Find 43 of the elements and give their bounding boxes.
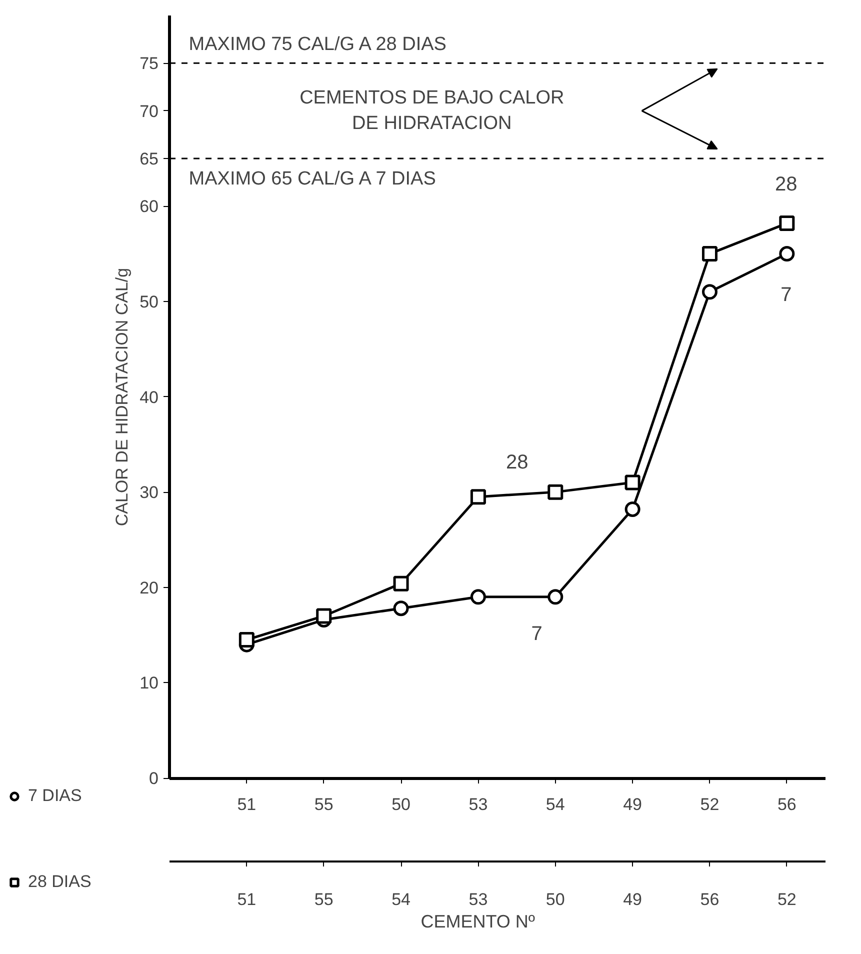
- y-tick-label: 75: [140, 54, 159, 74]
- y-tick-label: 70: [140, 102, 159, 121]
- category-label: 49 49: [623, 795, 642, 909]
- category-label: 54 50: [546, 795, 565, 909]
- category-label: 56 52: [777, 795, 796, 909]
- point: [624, 474, 640, 490]
- point: [316, 608, 332, 624]
- y-tick-label: 20: [140, 578, 159, 598]
- point: [702, 246, 718, 262]
- legend-label: 7 DIAS: [28, 786, 82, 806]
- ref-line-label: MAXIMO 65 CAL/G A 7 DIAS: [188, 168, 436, 190]
- y-tick-label: 40: [140, 388, 159, 407]
- annotation: 28: [506, 452, 528, 474]
- point: [470, 589, 486, 605]
- y-axis-title: CALOR DE HIDRATACION CAL/g: [112, 268, 132, 526]
- category-label: 50 54: [392, 795, 410, 909]
- ref-line-label: MAXIMO 75 CAL/G A 28 DIAS: [188, 34, 446, 56]
- point: [779, 246, 795, 262]
- text: CEMENTO Nº: [420, 911, 536, 932]
- point: [548, 589, 564, 605]
- category-label: 53 53: [468, 795, 488, 909]
- category-label: 52 56: [700, 795, 720, 909]
- category-label: 55 55: [314, 795, 334, 909]
- category-label: 51 51: [237, 795, 256, 909]
- annotation: 28: [775, 173, 798, 196]
- point: [238, 632, 254, 648]
- annotation: 7: [780, 284, 792, 306]
- point: [779, 216, 795, 232]
- point: [548, 484, 564, 500]
- point: [624, 501, 640, 517]
- point: [393, 600, 409, 616]
- legend-label: 28 DIAS: [28, 872, 92, 892]
- y-tick-label: 0: [149, 769, 159, 788]
- y-tick-label: 60: [140, 197, 159, 216]
- y-tick-label: 65: [140, 149, 159, 168]
- annotation: CEMENTOS DE BAJO CALOR DE HIDRATACION: [300, 88, 564, 134]
- y-tick-label: 10: [140, 674, 159, 693]
- annotation: 7: [531, 623, 542, 646]
- y-tick-label: 50: [140, 292, 159, 312]
- y-tick-label: 30: [140, 483, 159, 502]
- point: [702, 284, 718, 300]
- point: [393, 576, 409, 592]
- point: [470, 489, 486, 505]
